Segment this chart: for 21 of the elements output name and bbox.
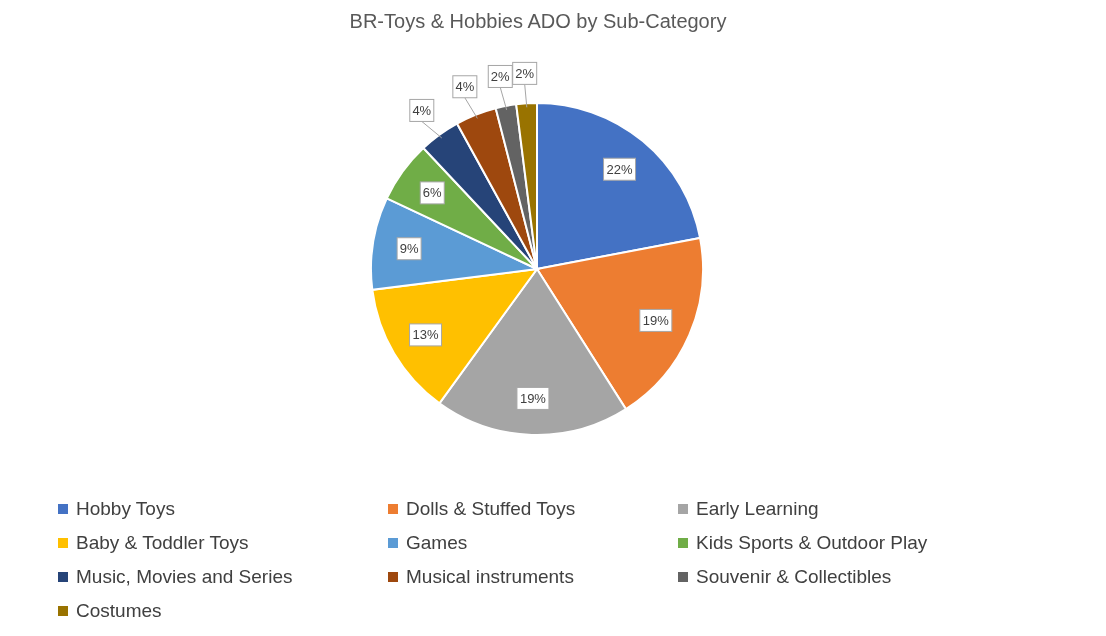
data-label: 22% xyxy=(606,161,633,177)
legend-label: Dolls & Stuffed Toys xyxy=(406,498,576,520)
data-label: 6% xyxy=(422,185,443,201)
data-label: 2% xyxy=(515,65,535,81)
chart-title: BR-Toys & Hobbies ADO by Sub-Category xyxy=(348,9,728,34)
data-label: 19% xyxy=(642,312,670,328)
legend-label: Games xyxy=(406,532,468,554)
legend-label: Souvenir & Collectibles xyxy=(696,566,892,588)
legend-label: Kids Sports & Outdoor Play xyxy=(696,532,928,554)
legend-label: Baby & Toddler Toys xyxy=(76,532,249,554)
data-label: 13% xyxy=(412,327,439,343)
data-label: 4% xyxy=(412,102,432,118)
legend-label: Music, Movies and Series xyxy=(76,566,293,588)
data-label: 2% xyxy=(490,68,511,84)
data-label: 9% xyxy=(399,241,419,257)
legend-label: Early Learning xyxy=(696,498,819,520)
legend-label: Costumes xyxy=(76,600,162,622)
data-label: 4% xyxy=(455,79,475,95)
data-label: 19% xyxy=(519,390,547,406)
legend-label: Musical instruments xyxy=(406,566,574,588)
legend-label: Hobby Toys xyxy=(76,498,175,520)
